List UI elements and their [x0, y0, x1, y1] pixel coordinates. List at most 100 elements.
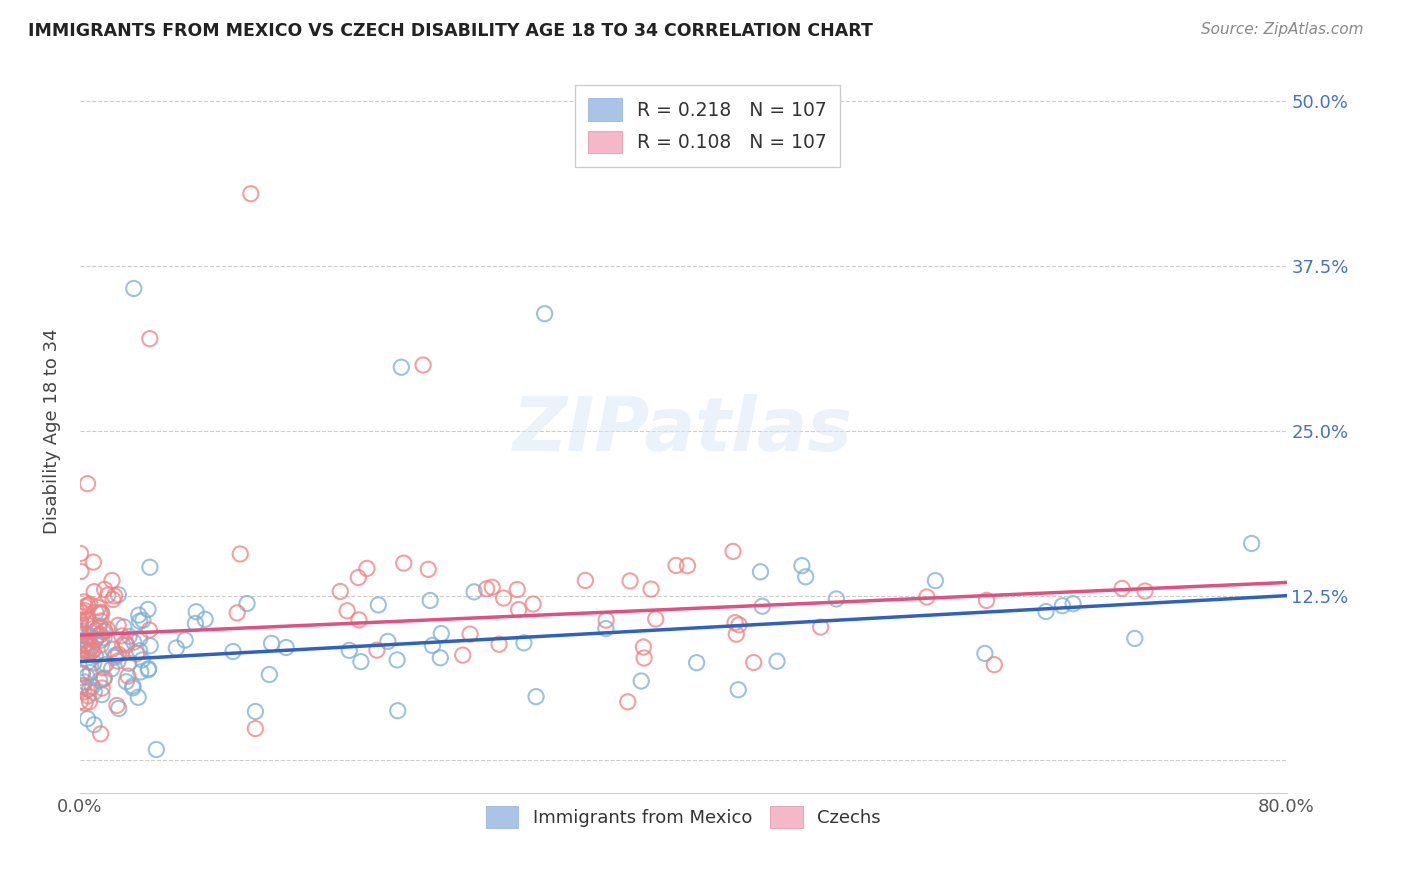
Point [83, 685, 105, 699]
Point [90, 688, 112, 702]
Point [508, 602, 530, 616]
Point [94, 624, 117, 638]
Point [83, 656, 105, 670]
Point [385, 653, 408, 667]
Point [76, 645, 98, 659]
Point [107, 618, 129, 632]
Point [129, 665, 152, 679]
Point [91, 661, 114, 675]
Point [533, 307, 555, 321]
Point [76, 476, 98, 491]
Point [79, 597, 101, 611]
Point [111, 629, 134, 643]
Point [115, 638, 138, 652]
Point [69, 546, 91, 560]
Point [82, 622, 104, 636]
Point [392, 556, 415, 570]
Point [356, 561, 378, 575]
Point [97, 588, 120, 602]
Point [94, 657, 117, 672]
Point [742, 656, 765, 670]
Point [665, 558, 688, 573]
Point [458, 627, 481, 641]
Point [186, 605, 208, 619]
Point [89, 619, 111, 633]
Point [118, 657, 141, 671]
Point [725, 627, 748, 641]
Point [70, 565, 93, 579]
Point [276, 640, 298, 655]
Point [77, 638, 100, 652]
Point [100, 662, 122, 676]
Point [82, 643, 104, 657]
Point [1035, 605, 1057, 619]
Point [418, 562, 440, 576]
Point [73, 606, 96, 620]
Point [337, 643, 360, 657]
Point [69, 604, 91, 618]
Point [128, 644, 150, 658]
Point [676, 558, 699, 573]
Point [101, 592, 124, 607]
Point [79, 695, 101, 709]
Point [87, 600, 110, 615]
Point [488, 637, 510, 651]
Point [125, 647, 148, 661]
Point [245, 722, 267, 736]
Point [790, 558, 813, 573]
Y-axis label: Disability Age 18 to 34: Disability Age 18 to 34 [44, 328, 60, 533]
Point [377, 634, 399, 648]
Point [595, 613, 617, 627]
Point [751, 599, 773, 614]
Point [366, 643, 388, 657]
Point [1133, 584, 1156, 599]
Point [506, 582, 529, 597]
Point [107, 647, 129, 661]
Point [229, 547, 252, 561]
Point [136, 602, 159, 616]
Point [595, 622, 617, 636]
Point [350, 655, 373, 669]
Point [239, 186, 262, 201]
Point [633, 640, 655, 654]
Point [976, 593, 998, 607]
Point [619, 574, 641, 588]
Point [75, 599, 97, 614]
Point [90, 638, 112, 652]
Point [138, 623, 160, 637]
Point [630, 673, 652, 688]
Point [389, 360, 412, 375]
Point [89, 607, 111, 621]
Point [69, 694, 91, 708]
Point [77, 644, 100, 658]
Point [429, 650, 451, 665]
Point [90, 614, 112, 628]
Point [70, 666, 93, 681]
Point [145, 742, 167, 756]
Point [70, 679, 93, 693]
Point [73, 595, 96, 609]
Point [419, 593, 441, 607]
Point [69, 613, 91, 627]
Point [724, 615, 747, 630]
Point [481, 580, 503, 594]
Point [139, 639, 162, 653]
Point [430, 626, 453, 640]
Point [79, 629, 101, 643]
Point [128, 608, 150, 623]
Point [336, 604, 359, 618]
Point [84, 632, 107, 647]
Point [84, 624, 107, 638]
Point [69, 615, 91, 629]
Point [794, 570, 817, 584]
Point [101, 574, 124, 588]
Point [80, 644, 103, 658]
Point [1111, 582, 1133, 596]
Point [132, 613, 155, 627]
Point [139, 560, 162, 574]
Point [84, 606, 107, 620]
Point [727, 682, 749, 697]
Point [115, 674, 138, 689]
Point [222, 644, 245, 658]
Point [475, 582, 498, 596]
